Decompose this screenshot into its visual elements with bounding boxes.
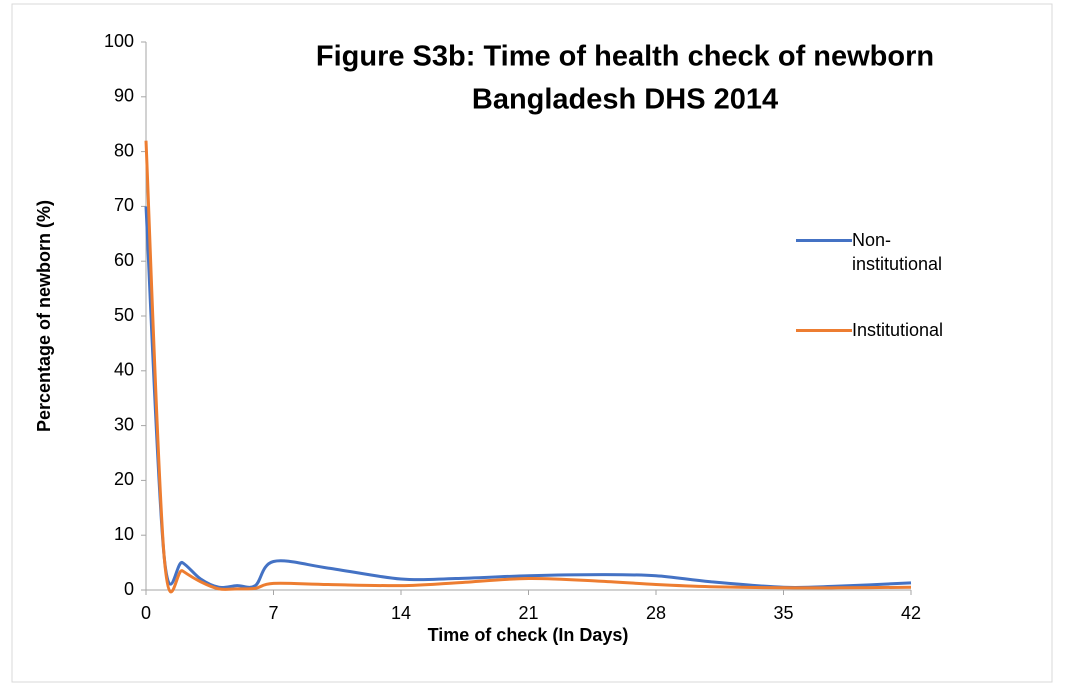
x-tick-label: 28	[646, 603, 666, 623]
legend-swatch	[796, 239, 852, 242]
y-axis-label: Percentage of newborn (%)	[34, 200, 54, 432]
chart-title: Figure S3b: Time of health check of newb…	[316, 41, 934, 73]
x-tick-label: 35	[773, 603, 793, 623]
y-tick-label: 10	[114, 524, 134, 544]
legend-entry: Non-institutional	[796, 228, 977, 276]
series-line	[144, 140, 912, 594]
y-tick-label: 100	[104, 31, 134, 51]
y-tick-label: 90	[114, 86, 134, 106]
legend-label: Institutional	[852, 320, 944, 340]
legend-swatch	[796, 329, 852, 332]
chart-subtitle: Bangladesh DHS 2014	[472, 84, 778, 116]
y-tick-label: 50	[114, 305, 134, 325]
x-tick-label: 21	[518, 603, 538, 623]
y-tick-label: 80	[114, 140, 134, 160]
x-tick-label: 7	[268, 603, 278, 623]
series-line	[144, 206, 912, 590]
y-tick-label: 40	[114, 360, 134, 380]
y-tick-label: 70	[114, 195, 134, 215]
x-tick-label: 14	[391, 603, 411, 623]
legend-label: Non-institutional	[852, 230, 943, 274]
y-tick-label: 0	[124, 579, 134, 599]
chart-frame	[11, 3, 1053, 683]
x-axis-label: Time of check (In Days)	[428, 625, 629, 645]
x-tick-label: 0	[141, 603, 151, 623]
legend-entry: Institutional	[796, 318, 977, 342]
x-tick-label: 42	[901, 603, 921, 623]
y-tick-label: 20	[114, 469, 134, 489]
y-tick-label: 60	[114, 250, 134, 270]
y-tick-label: 30	[114, 414, 134, 434]
